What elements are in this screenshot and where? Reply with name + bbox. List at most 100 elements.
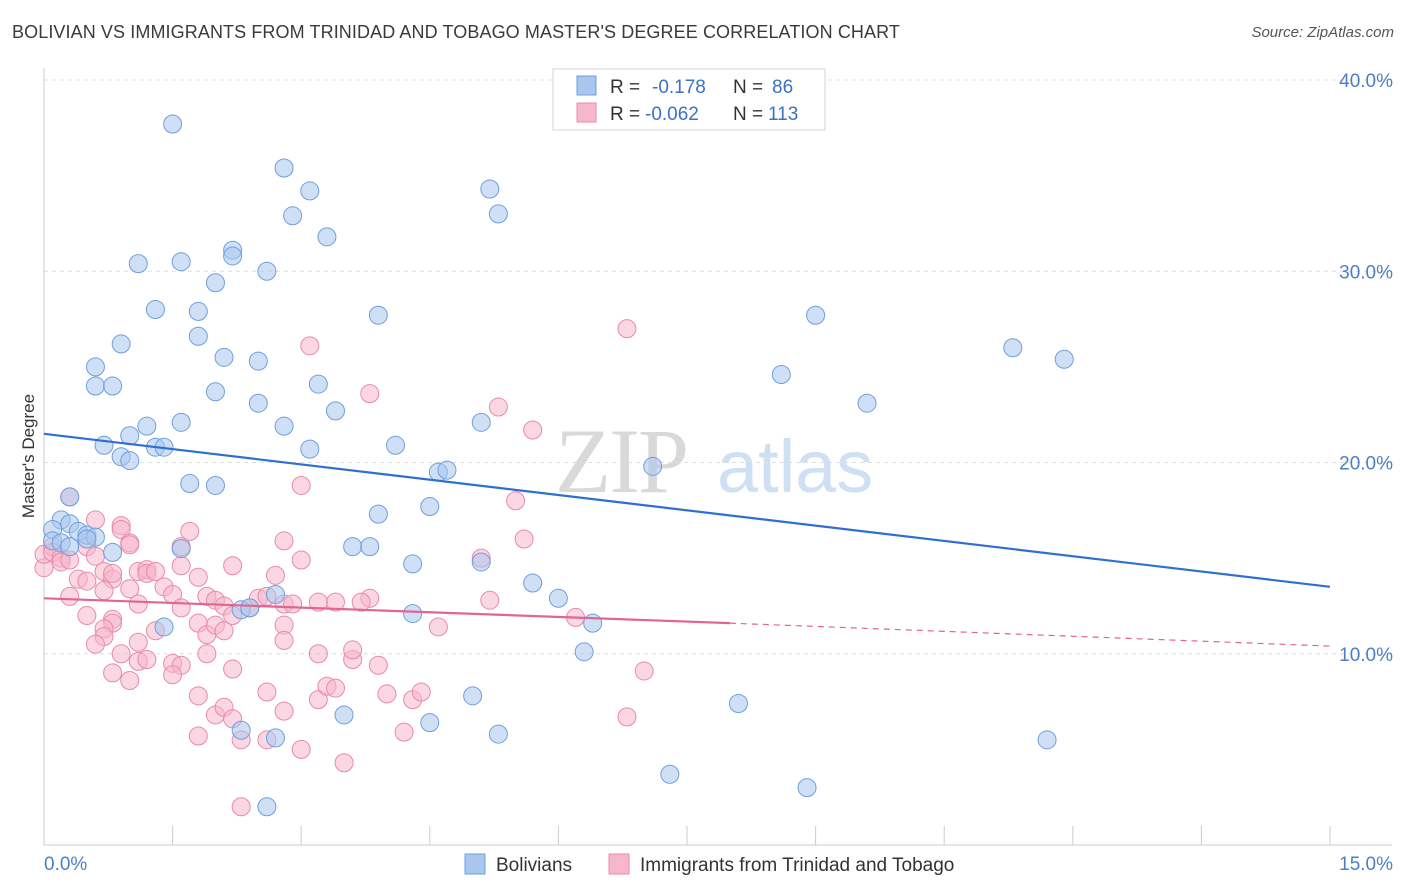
point-trinidad xyxy=(171,598,191,618)
point-trinidad xyxy=(103,563,123,583)
point-bolivians xyxy=(488,204,508,224)
point-trinidad xyxy=(103,663,123,683)
point-bolivians xyxy=(137,416,157,436)
point-bolivians xyxy=(797,778,817,798)
point-bolivians xyxy=(471,412,491,432)
point-trinidad xyxy=(214,621,234,641)
x-tick-labels: 0.0% 15.0% xyxy=(44,854,1393,875)
point-trinidad xyxy=(351,592,371,612)
trend-line-trinidad xyxy=(43,597,730,625)
point-bolivians xyxy=(257,261,277,281)
point-bolivians xyxy=(265,728,285,748)
point-bolivians xyxy=(94,435,114,455)
point-trinidad xyxy=(368,655,388,675)
point-bolivians xyxy=(334,705,354,725)
point-bolivians xyxy=(420,496,440,516)
point-trinidad xyxy=(85,634,105,654)
point-bolivians xyxy=(180,474,200,494)
point-bolivians xyxy=(480,179,500,199)
legend-n-label: N = xyxy=(733,77,763,98)
point-trinidad xyxy=(291,739,311,759)
point-bolivians xyxy=(325,401,345,421)
point-bolivians xyxy=(368,305,388,325)
bottom-legend-swatch-bolivians xyxy=(464,853,486,875)
point-bolivians xyxy=(265,584,285,604)
point-bolivians xyxy=(660,764,680,784)
point-trinidad xyxy=(291,550,311,570)
point-bolivians xyxy=(60,537,80,557)
point-bolivians xyxy=(343,537,363,557)
point-trinidad xyxy=(377,684,397,704)
y-tick-labels: 10.0% 20.0% 30.0% 40.0% xyxy=(1339,71,1393,666)
legend-n-value: 86 xyxy=(772,77,793,98)
point-trinidad xyxy=(480,590,500,610)
point-bolivians xyxy=(548,588,568,608)
point-trinidad xyxy=(120,671,140,691)
point-bolivians xyxy=(300,439,320,459)
point-trinidad xyxy=(343,640,363,660)
legend-box: R = -0.178 N = 86 R = -0.062 N = 113 xyxy=(552,68,826,131)
bottom-legend: Bolivians Immigrants from Trinidad and T… xyxy=(464,853,954,876)
point-bolivians xyxy=(1037,730,1057,750)
point-trinidad xyxy=(617,319,637,339)
legend-swatch-trinidad xyxy=(576,102,597,123)
point-trinidad xyxy=(128,594,148,614)
point-trinidad xyxy=(274,701,294,721)
point-bolivians xyxy=(574,642,594,662)
point-trinidad xyxy=(128,632,148,652)
point-bolivians xyxy=(643,456,663,476)
point-bolivians xyxy=(231,720,251,740)
point-bolivians xyxy=(1054,349,1074,369)
point-trinidad xyxy=(231,797,251,817)
point-bolivians xyxy=(188,326,208,346)
point-trinidad xyxy=(283,594,303,614)
point-trinidad xyxy=(274,531,294,551)
trend-lines xyxy=(43,432,1331,647)
point-bolivians xyxy=(145,300,165,319)
legend-n-label: N = xyxy=(733,104,763,125)
point-trinidad xyxy=(428,617,448,637)
series-bolivians xyxy=(43,114,1074,817)
y-axis-title: Master's Degree xyxy=(19,394,38,518)
point-trinidad xyxy=(223,659,243,679)
point-bolivians xyxy=(463,686,483,706)
point-bolivians xyxy=(1003,338,1023,358)
point-bolivians xyxy=(85,376,105,396)
point-trinidad xyxy=(300,336,320,356)
point-trinidad xyxy=(308,644,328,664)
point-trinidad xyxy=(360,384,380,404)
bottom-legend-label-bolivians: Bolivians xyxy=(496,855,572,876)
legend-r-label: R = xyxy=(610,77,640,98)
point-bolivians xyxy=(257,797,277,817)
point-trinidad xyxy=(325,678,345,698)
point-bolivians xyxy=(437,460,457,480)
point-trinidad xyxy=(145,562,165,582)
watermark-atlas: atlas xyxy=(717,425,873,508)
point-bolivians xyxy=(120,426,140,446)
point-bolivians xyxy=(728,693,748,713)
point-bolivians xyxy=(77,529,97,549)
legend-r-label: R = xyxy=(610,104,640,125)
point-trinidad xyxy=(163,665,183,685)
point-trinidad xyxy=(60,586,80,606)
point-bolivians xyxy=(488,724,508,744)
y-tick-label: 40.0% xyxy=(1339,71,1393,92)
grid-lines xyxy=(44,79,1392,655)
point-bolivians xyxy=(248,351,268,371)
point-bolivians xyxy=(317,227,337,247)
point-trinidad xyxy=(120,579,140,599)
point-trinidad xyxy=(523,420,543,440)
point-bolivians xyxy=(360,537,380,557)
point-trinidad xyxy=(617,707,637,727)
point-trinidad xyxy=(197,644,217,664)
point-trinidad xyxy=(274,630,294,650)
watermark-zip: ZIP xyxy=(555,410,687,512)
point-bolivians xyxy=(128,254,148,274)
point-bolivians xyxy=(205,475,225,495)
series-immigrants-trinidad-tobago xyxy=(34,319,654,817)
point-trinidad xyxy=(188,686,208,706)
point-trinidad xyxy=(394,722,414,742)
point-bolivians xyxy=(154,617,174,637)
watermark: ZIP atlas xyxy=(555,410,873,512)
y-tick-label: 20.0% xyxy=(1339,454,1393,475)
